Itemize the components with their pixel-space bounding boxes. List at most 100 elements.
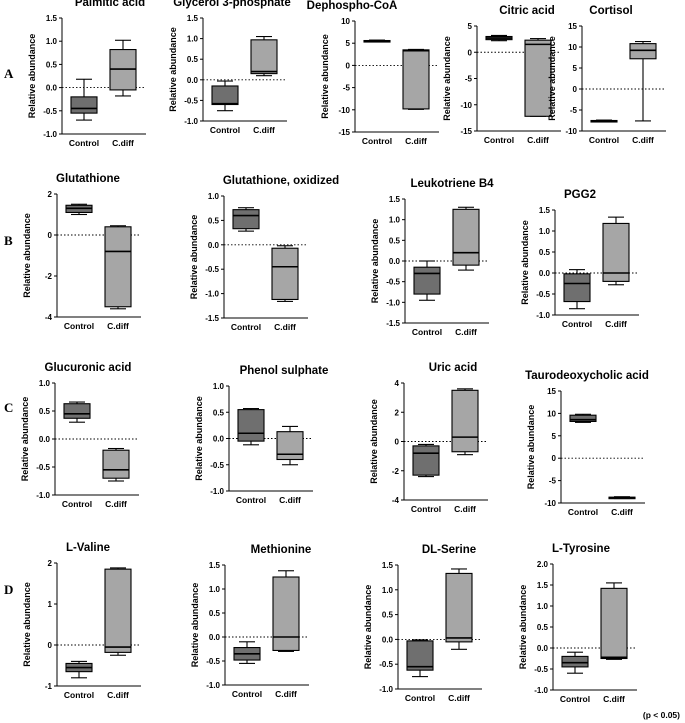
category-label: Control <box>568 507 598 517</box>
category-label: Control <box>405 693 435 703</box>
cdiff-box: C.diff <box>608 496 636 517</box>
y-tick-label: -0.5 <box>184 96 198 105</box>
cdiff-box: C.diff <box>629 40 657 145</box>
y-tick-label: -0.5 <box>206 657 220 666</box>
category-label: C.diff <box>107 321 129 331</box>
y-tick-label: -0.5 <box>43 107 57 116</box>
y-tick-label: -2 <box>392 467 400 476</box>
y-tick-label: 0 <box>48 231 53 240</box>
iqr-box <box>445 572 473 643</box>
panel-title: Citric acid <box>499 5 555 17</box>
y-axis-label: Relative abundance <box>520 220 530 305</box>
y-tick-label: -1.0 <box>184 117 198 126</box>
control-box: Control <box>405 639 435 703</box>
iqr-box <box>232 209 260 230</box>
panel-title: Glutathione <box>56 173 120 185</box>
chart-panel: Dephospho-CoA Relative abundance -15 -10 -5 0… <box>307 0 439 146</box>
category-label: C.diff <box>253 125 275 135</box>
y-tick-label: -1.0 <box>534 686 548 695</box>
iqr-box <box>602 222 630 282</box>
cdiff-box: C.diff <box>276 425 304 505</box>
iqr-box <box>70 96 98 114</box>
category-label: C.diff <box>605 319 627 329</box>
panel-title: Dephospho-CoA <box>307 0 398 12</box>
chart-panel: Glutathione Relative abundance -4 -2 0 2 Contr… <box>22 173 141 331</box>
category-label: C.diff <box>527 135 549 145</box>
iqr-box <box>451 389 479 453</box>
y-tick-label: 0.5 <box>537 623 549 632</box>
category-label: C.diff <box>455 327 477 337</box>
iqr-box <box>276 431 304 461</box>
chart-panel: Citric acid Relative abundance -15 -10 -5 0 5 C… <box>442 5 561 145</box>
y-tick-label: -1.0 <box>210 487 224 496</box>
y-tick-label: -1.0 <box>36 491 50 500</box>
y-tick-label: 0 <box>48 641 53 650</box>
control-box: Control <box>568 413 598 517</box>
y-tick-label: 2.0 <box>537 560 549 569</box>
iqr-box <box>102 449 130 479</box>
y-tick-label: -10 <box>460 101 472 110</box>
y-tick-label: 0.5 <box>46 60 58 69</box>
control-box: Control <box>589 119 619 145</box>
y-tick-label: 15 <box>547 387 556 396</box>
cdiff-box: C.diff <box>445 568 473 703</box>
y-tick-label: 0.0 <box>382 635 394 644</box>
row-label-c: C <box>4 400 13 415</box>
y-tick-label: -15 <box>338 128 350 137</box>
y-axis-label: Relative abundance <box>22 582 32 667</box>
cdiff-box: C.diff <box>452 206 480 337</box>
panel-title: Methionine <box>251 544 312 556</box>
panel-title: Leukotriene B4 <box>410 178 494 190</box>
cdiff-box: C.diff <box>104 567 132 700</box>
cdiff-box: C.diff <box>102 447 130 509</box>
y-tick-label: -1.0 <box>386 298 400 307</box>
category-label: Control <box>231 322 261 332</box>
control-box: Control <box>232 641 262 699</box>
y-axis-label: Relative abundance <box>20 397 30 482</box>
y-tick-label: 0.5 <box>213 408 225 417</box>
category-label: C.diff <box>112 138 134 148</box>
y-tick-label: 2 <box>395 408 400 417</box>
control-box: Control <box>64 203 94 331</box>
control-box: Control <box>231 207 261 332</box>
y-tick-label: 0 <box>346 61 351 70</box>
y-tick-label: 5 <box>552 432 557 441</box>
iqr-box <box>406 640 434 671</box>
y-axis-label: Relative abundance <box>27 34 37 119</box>
y-tick-label: 1.5 <box>382 561 394 570</box>
y-tick-label: -1.0 <box>43 130 57 139</box>
y-tick-label: 0.0 <box>537 644 549 653</box>
y-tick-label: 2 <box>48 559 53 568</box>
category-label: Control <box>562 319 592 329</box>
panel-title: Glycerol 3-phosphate <box>173 0 291 9</box>
chart-panel: Uric acid Relative abundance -4 -2 0 2 4 Contro… <box>369 362 488 514</box>
y-axis-label: Relative abundance <box>168 27 178 112</box>
control-box: Control <box>64 660 94 700</box>
cdiff-box: C.diff <box>524 38 552 145</box>
y-tick-label: 4 <box>395 379 400 388</box>
y-tick-label: 1.0 <box>46 37 58 46</box>
y-tick-label: -0.5 <box>386 278 400 287</box>
cdiff-box: C.diff <box>272 570 300 699</box>
significance-footnote: (p < 0.05) <box>643 710 680 720</box>
y-tick-label: 2 <box>48 190 53 199</box>
control-box: Control <box>69 78 99 148</box>
category-label: Control <box>210 125 240 135</box>
y-tick-label: 0.0 <box>209 633 221 642</box>
chart-panel: L-Tyrosine Relative abundance -1.0 -0.5 0.0 0… <box>518 543 637 704</box>
panel-title: L-Tyrosine <box>552 543 610 555</box>
iqr-box <box>600 587 628 660</box>
category-label: C.diff <box>603 694 625 704</box>
panel-title: Taurodeoxycholic acid <box>525 370 649 382</box>
category-label: C.diff <box>454 504 476 514</box>
category-label: C.diff <box>405 136 427 146</box>
y-axis-label: Relative abundance <box>442 36 452 121</box>
y-tick-label: 0 <box>468 48 473 57</box>
category-label: Control <box>64 321 94 331</box>
iqr-box <box>271 247 299 301</box>
cdiff-box: C.diff <box>451 388 479 514</box>
control-box: Control <box>562 269 592 329</box>
